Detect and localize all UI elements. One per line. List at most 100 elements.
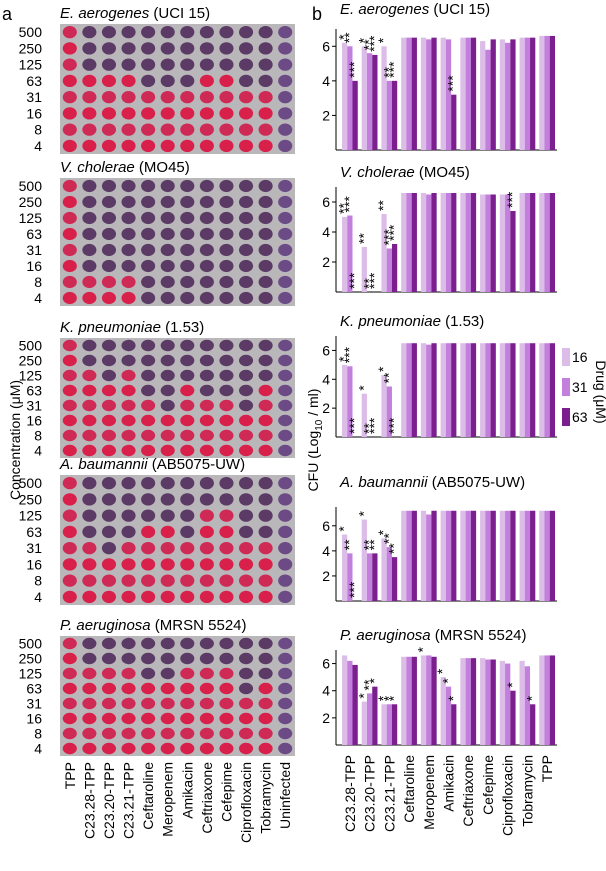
well (160, 227, 175, 241)
row-label: 500 (19, 24, 43, 40)
well (82, 590, 97, 604)
well (258, 637, 273, 650)
well (219, 493, 234, 506)
well (219, 525, 234, 539)
well (180, 493, 195, 506)
column-label: Tobramycin (258, 762, 274, 834)
bar (426, 194, 432, 292)
well (141, 275, 156, 289)
well (160, 476, 175, 490)
well (141, 590, 156, 604)
y-tick-label: 4 (322, 224, 330, 240)
significance: ** (341, 32, 357, 43)
bar (505, 510, 511, 601)
well (160, 58, 175, 71)
well (160, 90, 175, 104)
well (238, 42, 254, 55)
bar (341, 534, 348, 601)
x-tick-label: Amikacin (441, 755, 457, 812)
bar (490, 194, 496, 292)
well (278, 590, 293, 604)
well (82, 667, 97, 680)
row-label: 500 (19, 338, 43, 354)
bar (347, 366, 353, 437)
well (278, 476, 293, 490)
organism: P. aeruginosa (60, 617, 151, 634)
well (101, 291, 117, 305)
well (141, 259, 156, 273)
plot-title: K. pneumoniae (1.53) (60, 319, 204, 336)
bar (381, 46, 387, 150)
bar (440, 193, 446, 292)
well (278, 259, 293, 273)
significance: * (504, 682, 520, 688)
row-label: 31 (26, 398, 42, 414)
bar (401, 343, 407, 437)
y-tick-label: 4 (322, 371, 330, 387)
well (62, 541, 77, 555)
bar (431, 656, 437, 745)
well (101, 590, 117, 604)
bar (366, 53, 373, 151)
well (278, 493, 293, 506)
column-label: Ciprofloxacin (238, 762, 254, 843)
bar (391, 557, 398, 601)
bar (406, 37, 412, 151)
well (101, 712, 117, 725)
bar (431, 510, 437, 601)
well (219, 667, 234, 680)
well (82, 682, 97, 695)
x-tick-label: TPP (539, 755, 555, 782)
well (180, 42, 195, 55)
well (82, 414, 97, 427)
well (121, 712, 136, 725)
bar (549, 510, 556, 601)
well (180, 682, 195, 695)
well (238, 90, 254, 104)
well (180, 637, 195, 650)
significance: ** (386, 543, 402, 554)
well (238, 259, 254, 273)
significance: * (445, 695, 461, 701)
significance: *** (366, 272, 382, 289)
well (101, 42, 117, 55)
plate (60, 475, 295, 605)
well (258, 291, 273, 305)
well (258, 123, 273, 136)
bar (524, 666, 531, 745)
well (101, 139, 117, 153)
y-tick-label: 4 (322, 683, 330, 699)
plot-title: P. aeruginosa (MRSN 5524) (340, 627, 527, 644)
well (258, 493, 273, 506)
bar (406, 510, 412, 601)
y-tick-label: 2 (322, 254, 330, 270)
organism: V. cholerae (60, 159, 135, 176)
well (121, 179, 136, 193)
well (121, 211, 136, 225)
well (278, 339, 293, 352)
bar (505, 663, 511, 745)
column-label: Cefepime (218, 762, 234, 822)
well (180, 414, 195, 427)
bar (510, 510, 516, 601)
bar (485, 343, 491, 437)
well (199, 339, 214, 352)
well (238, 697, 254, 710)
bar (366, 693, 373, 745)
well (62, 139, 77, 153)
well (199, 275, 214, 289)
legend-swatch (562, 378, 570, 396)
well (62, 384, 77, 397)
well (219, 697, 234, 710)
well (199, 58, 214, 71)
y-tick-label: 6 (322, 342, 330, 358)
well (258, 476, 273, 490)
well (62, 291, 77, 305)
well (258, 58, 273, 71)
bar (406, 656, 412, 745)
well (160, 243, 175, 257)
bar (470, 193, 477, 292)
well (180, 195, 195, 209)
well (62, 339, 77, 352)
well (62, 25, 77, 39)
